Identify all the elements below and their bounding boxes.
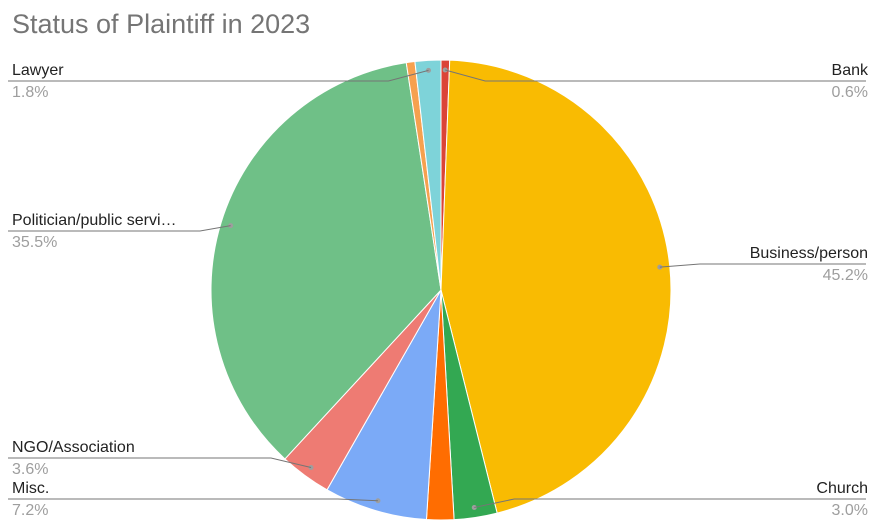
leader-line-misc <box>8 498 378 502</box>
leader-line-lawyer <box>8 69 429 82</box>
slice-label-church: Church <box>816 480 868 497</box>
slice-value-misc: 7.2% <box>12 502 48 519</box>
pie-slice-politician-public-servi <box>210 62 442 460</box>
pie-labels: Bank 0.6% Business/person 45.2% Church 3.0% Mi… <box>8 62 869 519</box>
pie-slices <box>210 59 672 520</box>
pie-slice-misc <box>326 289 442 520</box>
slice-value-politician-public-servi: 35.5% <box>12 234 57 251</box>
slice-label-misc: Misc. <box>12 480 49 497</box>
leader-line-ngo-association <box>8 457 312 468</box>
slice-value-church: 3.0% <box>832 502 868 519</box>
slice-value-lawyer: 1.8% <box>12 84 48 101</box>
slice-label-lawyer: Lawyer <box>12 62 64 79</box>
slice-value-ngo-association: 3.6% <box>12 461 48 478</box>
slice-label-ngo-association: NGO/Association <box>12 439 135 456</box>
leader-line-bank <box>445 69 866 82</box>
leader-line-business-person <box>659 263 866 268</box>
slice-label-politician-public-servi: Politician/public servi… <box>12 212 177 229</box>
slice-value-business-person: 45.2% <box>823 267 868 284</box>
slice-label-bank: Bank <box>832 62 869 79</box>
slice-label-business-person: Business/person <box>750 245 868 262</box>
leader-line-politician-public-servi <box>8 225 231 232</box>
chart-title: Status of Plaintiff in 2023 <box>12 9 310 39</box>
pie-slice-lawyer <box>414 59 442 291</box>
leader-line-church <box>474 498 866 508</box>
slice-value-bank: 0.6% <box>832 84 868 101</box>
